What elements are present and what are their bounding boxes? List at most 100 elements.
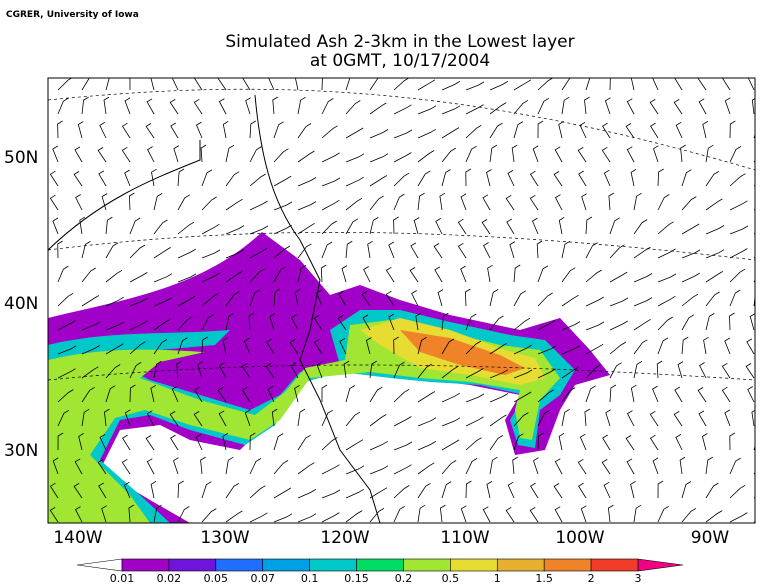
wind-barb bbox=[345, 411, 361, 427]
wind-barb bbox=[57, 345, 77, 355]
wind-barb bbox=[705, 171, 720, 187]
wind-barb bbox=[537, 265, 549, 283]
wind-barb bbox=[222, 120, 229, 139]
wind-barb bbox=[577, 147, 587, 163]
wind-barb bbox=[369, 386, 383, 403]
wind-barb bbox=[268, 78, 275, 91]
coastline bbox=[48, 94, 381, 523]
wind-barb bbox=[153, 339, 168, 355]
wind-barb bbox=[150, 480, 157, 499]
wind-barb bbox=[585, 78, 591, 91]
wind-barb bbox=[345, 240, 353, 259]
wind-barb bbox=[411, 290, 419, 307]
wind-barb bbox=[558, 216, 565, 235]
wind-barb bbox=[417, 192, 425, 211]
wind-barb bbox=[585, 343, 604, 355]
wind-barb bbox=[558, 432, 565, 451]
wind-barb bbox=[657, 316, 674, 331]
wind-barb bbox=[513, 264, 521, 283]
wind-barb bbox=[316, 289, 323, 307]
wind-barb bbox=[218, 98, 227, 115]
wind-barb bbox=[513, 412, 529, 427]
wind-barb bbox=[369, 153, 389, 163]
wind-barb bbox=[747, 386, 755, 403]
wind-barb bbox=[393, 416, 412, 427]
wind-barb bbox=[657, 505, 670, 523]
wind-barb bbox=[218, 410, 227, 427]
wind-barb bbox=[338, 290, 347, 307]
wind-barb bbox=[681, 272, 700, 283]
wind-barb bbox=[241, 362, 251, 379]
wind-barb bbox=[633, 192, 642, 211]
wind-barb bbox=[105, 269, 123, 283]
wind-barb bbox=[57, 97, 69, 115]
wind-barb bbox=[153, 504, 162, 523]
wind-barb bbox=[367, 240, 373, 259]
wind-barb bbox=[585, 242, 598, 259]
wind-barb bbox=[554, 146, 563, 163]
wind-barb bbox=[633, 504, 642, 523]
wind-barb bbox=[128, 192, 135, 211]
wind-barb bbox=[602, 434, 611, 451]
wind-barb bbox=[345, 176, 364, 187]
wind-barb bbox=[630, 78, 635, 91]
wind-barb bbox=[153, 193, 163, 211]
lat-label: 40N bbox=[4, 294, 38, 314]
wind-barb bbox=[369, 360, 377, 379]
wind-barb bbox=[465, 104, 484, 115]
wind-barb bbox=[177, 316, 193, 331]
wind-barb bbox=[626, 146, 635, 163]
wind-barb bbox=[577, 458, 587, 475]
wind-barb bbox=[77, 121, 84, 139]
wind-barb bbox=[393, 505, 406, 523]
lon-label: 130W bbox=[200, 528, 249, 548]
wind-barb bbox=[249, 458, 262, 475]
wind-barb bbox=[481, 219, 491, 235]
wind-barb bbox=[151, 168, 157, 187]
wind-barb bbox=[465, 368, 484, 379]
wind-barb bbox=[177, 506, 190, 523]
wind-barb bbox=[201, 293, 218, 307]
wind-barb bbox=[441, 439, 460, 451]
wind-barb bbox=[537, 345, 557, 355]
wind-barb bbox=[297, 408, 306, 427]
colorbar-box bbox=[356, 558, 404, 572]
wind-barb bbox=[345, 465, 365, 475]
wind-barb bbox=[345, 510, 363, 523]
wind-barb bbox=[465, 480, 472, 499]
wind-barb bbox=[603, 169, 611, 187]
wind-barb bbox=[705, 225, 725, 235]
wind-barb bbox=[361, 291, 371, 307]
wind-barb bbox=[294, 78, 299, 91]
wind-barb bbox=[483, 242, 491, 259]
wind-barb bbox=[652, 78, 659, 91]
wind-barb bbox=[393, 216, 399, 235]
wind-barb bbox=[153, 318, 171, 331]
wind-barb bbox=[529, 194, 539, 211]
colorbar-over bbox=[637, 558, 684, 572]
wind-barb bbox=[633, 360, 643, 379]
wind-barb bbox=[74, 146, 83, 163]
wind-barb bbox=[129, 384, 136, 403]
wind-barb bbox=[248, 312, 255, 331]
wind-barb bbox=[537, 319, 556, 331]
wind-barb bbox=[580, 505, 587, 523]
wind-barb bbox=[193, 98, 203, 115]
wind-barb bbox=[393, 336, 399, 355]
wind-barb bbox=[388, 313, 395, 331]
wind-barb bbox=[465, 168, 472, 187]
wind-barb bbox=[705, 249, 725, 259]
wind-barb bbox=[441, 481, 452, 499]
wind-barb bbox=[122, 434, 131, 451]
wind-barb bbox=[57, 409, 70, 427]
wind-barb bbox=[225, 249, 245, 259]
wind-barb bbox=[579, 433, 587, 451]
wind-barb bbox=[513, 317, 531, 331]
wind-barb bbox=[585, 216, 593, 235]
wind-barb bbox=[105, 216, 113, 235]
wind-barb bbox=[681, 169, 692, 187]
wind-barb bbox=[249, 268, 265, 283]
wind-barb bbox=[509, 241, 516, 259]
wind-barb bbox=[393, 464, 412, 475]
